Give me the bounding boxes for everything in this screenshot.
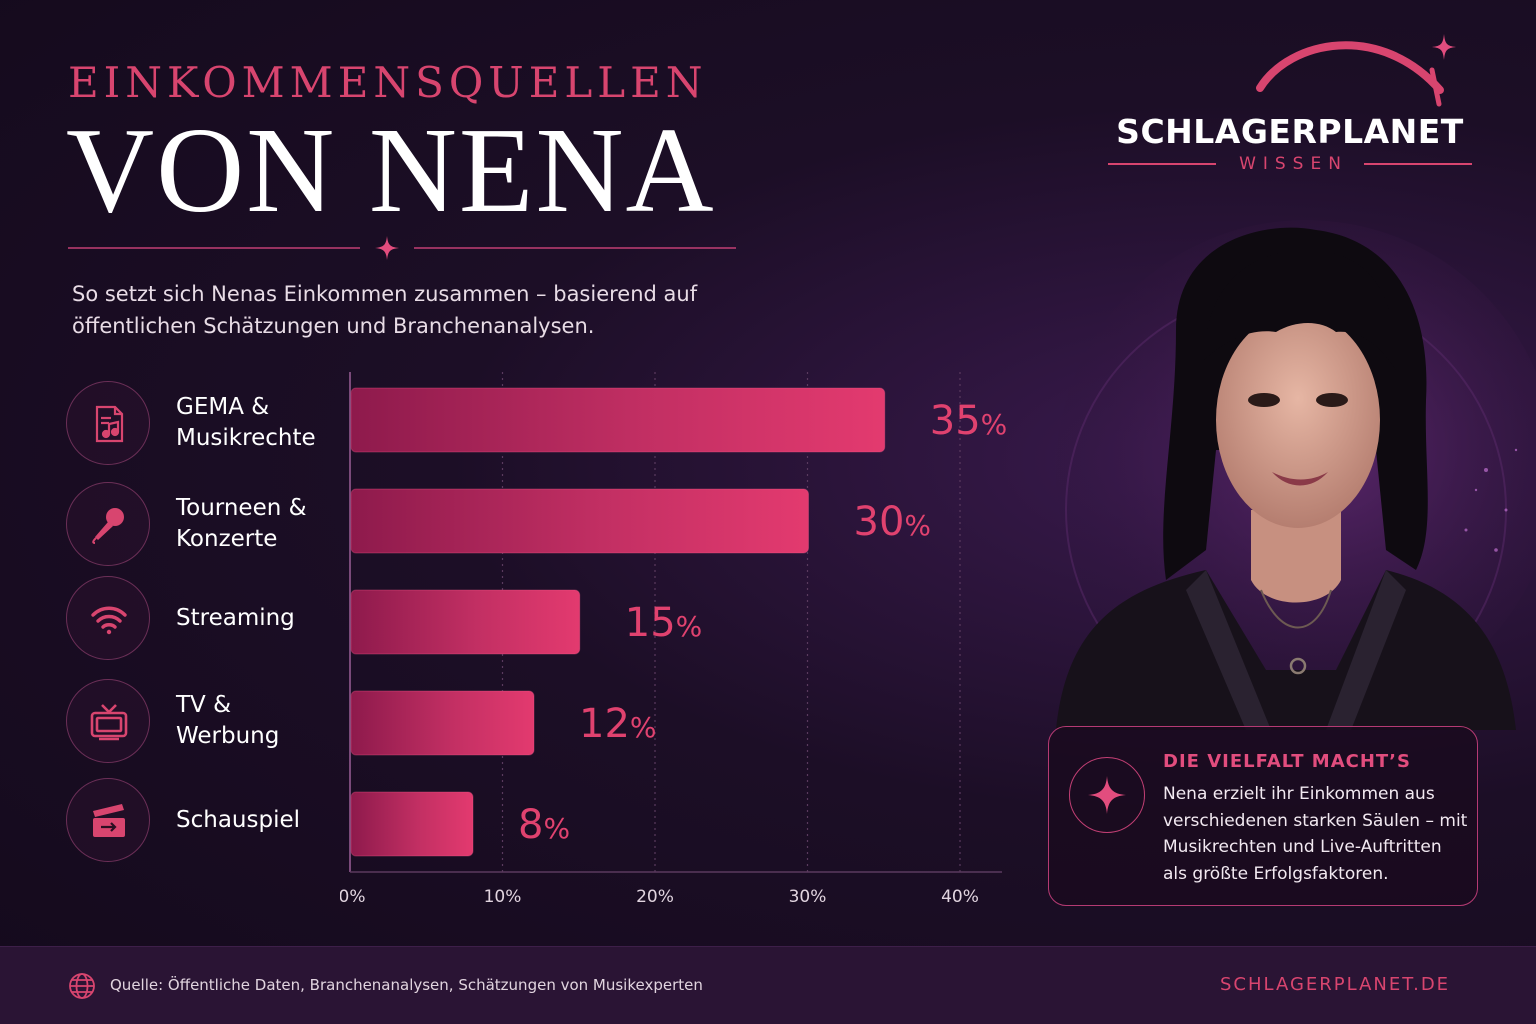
bar-3 — [350, 690, 535, 756]
info-box: DIE VIELFALT MACHT’S Nena erzielt ihr Ei… — [1048, 726, 1478, 906]
value-label: 35% — [930, 398, 1008, 444]
value-label: 30% — [854, 499, 932, 545]
clapperboard-icon — [66, 778, 150, 862]
brand-subline: WISSEN — [1108, 152, 1472, 176]
category-label: TV & Werbung — [176, 692, 280, 749]
x-tick-label: 30% — [789, 887, 827, 907]
info-title: DIE VIELFALT MACHT’S — [1163, 751, 1411, 772]
category-schauspiel: Schauspiel — [66, 778, 346, 862]
bar-2 — [350, 589, 581, 655]
page-title: VON NENA — [66, 103, 716, 238]
category-gema: GEMA & Musikrechte — [66, 381, 346, 465]
sparkle-icon — [375, 236, 399, 260]
x-tick-label: 40% — [941, 887, 979, 907]
category-tourneen: Tourneen & Konzerte — [66, 482, 346, 566]
source-note: Quelle: Öffentliche Daten, Branchenanaly… — [110, 976, 703, 994]
value-label: 15% — [625, 600, 703, 646]
x-tick-label: 10% — [484, 887, 522, 907]
value-label: 12% — [579, 701, 657, 747]
logo-arc-icon — [1256, 34, 1456, 107]
title-divider — [68, 236, 736, 260]
bar-0 — [350, 387, 886, 453]
category-label: Streaming — [176, 604, 295, 631]
brand-logo-text: SCHLAGERPLANET — [1116, 112, 1464, 151]
bar-1 — [350, 488, 809, 554]
globe-icon — [69, 973, 95, 999]
x-tick-label: 0% — [340, 887, 365, 907]
bar-4 — [350, 791, 474, 857]
music-document-icon — [66, 381, 150, 465]
category-streaming: Streaming — [66, 576, 346, 660]
portrait-image — [1056, 220, 1536, 730]
footer — [0, 946, 1536, 1024]
info-text: Nena erzielt ihr Einkommen aus verschied… — [1163, 784, 1468, 884]
category-tv: TV & Werbung — [66, 679, 346, 763]
brand-sub-text: WISSEN — [1239, 154, 1348, 174]
category-label: Tourneen & Konzerte — [176, 495, 307, 552]
subtitle: So setzt sich Nenas Einkommen zusammen –… — [72, 282, 698, 338]
wifi-signal-icon — [66, 576, 150, 660]
category-label: Schauspiel — [176, 806, 301, 833]
website-link[interactable]: SCHLAGERPLANET.DE — [1220, 974, 1451, 995]
x-tick-label: 20% — [636, 887, 674, 907]
sparkle-icon — [1069, 757, 1145, 833]
kicker-title: EINKOMMENSQUELLEN — [68, 58, 708, 107]
microphone-icon — [66, 482, 150, 566]
tv-icon — [66, 679, 150, 763]
value-label: 8% — [518, 802, 570, 848]
category-label: GEMA & Musikrechte — [176, 394, 316, 451]
income-bar-chart: 35% 30% 15% 12% 8% 0% 10% 20% 30% 40% — [340, 372, 1008, 907]
